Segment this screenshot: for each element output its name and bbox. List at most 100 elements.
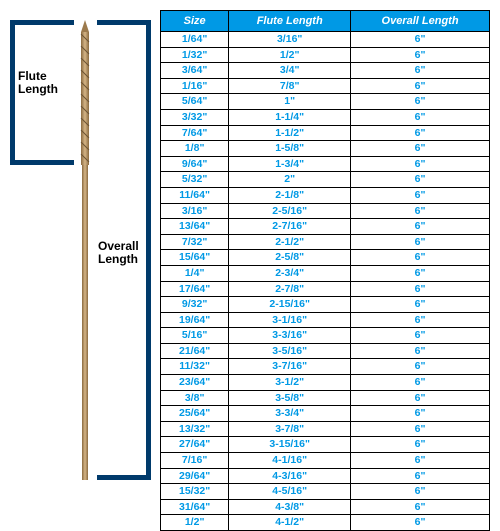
overall-length-label: Overall Length: [98, 240, 139, 266]
col-header-flute: Flute Length: [229, 11, 351, 32]
cell-overall: 6": [351, 265, 490, 281]
flute-label-line2: Length: [18, 82, 58, 96]
cell-flute: 3-3/4": [229, 406, 351, 422]
cell-flute: 1": [229, 94, 351, 110]
cell-overall: 6": [351, 499, 490, 515]
cell-flute: 2-1/2": [229, 234, 351, 250]
cell-flute: 3-15/16": [229, 437, 351, 453]
cell-flute: 3-7/8": [229, 421, 351, 437]
flute-length-label: Flute Length: [18, 70, 58, 96]
cell-size: 15/64": [161, 250, 229, 266]
table-row: 7/32"2-1/2"6": [161, 234, 490, 250]
table-row: 13/64"2-7/16"6": [161, 219, 490, 235]
cell-size: 1/2": [161, 515, 229, 531]
table-row: 9/32"2-15/16"6": [161, 297, 490, 313]
cell-overall: 6": [351, 484, 490, 500]
cell-overall: 6": [351, 141, 490, 157]
cell-overall: 6": [351, 187, 490, 203]
cell-flute: 4-3/16": [229, 468, 351, 484]
cell-size: 13/64": [161, 219, 229, 235]
cell-overall: 6": [351, 515, 490, 531]
cell-size: 7/64": [161, 125, 229, 141]
table-row: 7/16"4-1/16"6": [161, 453, 490, 469]
cell-flute: 1/2": [229, 47, 351, 63]
table-row: 5/32"2"6": [161, 172, 490, 188]
cell-flute: 2-3/4": [229, 265, 351, 281]
spec-table: Size Flute Length Overall Length 1/64"3/…: [160, 10, 490, 531]
cell-size: 5/16": [161, 328, 229, 344]
cell-size: 1/16": [161, 78, 229, 94]
table-row: 15/32"4-5/16"6": [161, 484, 490, 500]
table-row: 9/64"1-3/4"6": [161, 156, 490, 172]
cell-size: 15/32": [161, 484, 229, 500]
table-row: 1/8"1-5/8"6": [161, 141, 490, 157]
drill-diagram: Flute Length Overall Length: [0, 0, 160, 500]
cell-size: 21/64": [161, 343, 229, 359]
overall-label-line1: Overall: [98, 239, 139, 253]
cell-flute: 3-5/8": [229, 390, 351, 406]
cell-flute: 3-5/16": [229, 343, 351, 359]
cell-overall: 6": [351, 125, 490, 141]
cell-size: 11/32": [161, 359, 229, 375]
col-header-size: Size: [161, 11, 229, 32]
cell-size: 13/32": [161, 421, 229, 437]
cell-overall: 6": [351, 375, 490, 391]
cell-overall: 6": [351, 109, 490, 125]
table-row: 5/16"3-3/16"6": [161, 328, 490, 344]
cell-flute: 2-5/8": [229, 250, 351, 266]
cell-overall: 6": [351, 250, 490, 266]
cell-flute: 2-1/8": [229, 187, 351, 203]
cell-flute: 3-3/16": [229, 328, 351, 344]
table-row: 1/2"4-1/2"6": [161, 515, 490, 531]
cell-size: 3/16": [161, 203, 229, 219]
cell-flute: 1-1/2": [229, 125, 351, 141]
cell-flute: 3/16": [229, 32, 351, 48]
cell-size: 7/32": [161, 234, 229, 250]
table-row: 3/8"3-5/8"6": [161, 390, 490, 406]
cell-size: 1/4": [161, 265, 229, 281]
table-header: Size Flute Length Overall Length: [161, 11, 490, 32]
cell-overall: 6": [351, 406, 490, 422]
table-row: 3/64"3/4"6": [161, 63, 490, 79]
table-row: 13/32"3-7/8"6": [161, 421, 490, 437]
cell-overall: 6": [351, 421, 490, 437]
cell-overall: 6": [351, 234, 490, 250]
table-row: 1/16"7/8"6": [161, 78, 490, 94]
table-row: 15/64"2-5/8"6": [161, 250, 490, 266]
cell-flute: 4-5/16": [229, 484, 351, 500]
cell-overall: 6": [351, 328, 490, 344]
cell-size: 3/8": [161, 390, 229, 406]
cell-overall: 6": [351, 437, 490, 453]
cell-overall: 6": [351, 453, 490, 469]
cell-size: 25/64": [161, 406, 229, 422]
cell-overall: 6": [351, 390, 490, 406]
cell-size: 9/32": [161, 297, 229, 313]
table-body: 1/64"3/16"6"1/32"1/2"6"3/64"3/4"6"1/16"7…: [161, 32, 490, 531]
cell-flute: 2": [229, 172, 351, 188]
cell-flute: 4-1/2": [229, 515, 351, 531]
overall-label-line2: Length: [98, 252, 138, 266]
cell-size: 11/64": [161, 187, 229, 203]
cell-size: 17/64": [161, 281, 229, 297]
table-row: 5/64"1"6": [161, 94, 490, 110]
cell-overall: 6": [351, 359, 490, 375]
table-row: 27/64"3-15/16"6": [161, 437, 490, 453]
cell-flute: 3-1/16": [229, 312, 351, 328]
table-row: 1/4"2-3/4"6": [161, 265, 490, 281]
cell-size: 27/64": [161, 437, 229, 453]
cell-size: 19/64": [161, 312, 229, 328]
cell-size: 3/32": [161, 109, 229, 125]
cell-flute: 3-1/2": [229, 375, 351, 391]
cell-overall: 6": [351, 297, 490, 313]
cell-overall: 6": [351, 94, 490, 110]
cell-flute: 2-7/16": [229, 219, 351, 235]
cell-size: 9/64": [161, 156, 229, 172]
cell-flute: 2-5/16": [229, 203, 351, 219]
table-row: 25/64"3-3/4"6": [161, 406, 490, 422]
cell-overall: 6": [351, 203, 490, 219]
table-row: 3/16"2-5/16"6": [161, 203, 490, 219]
table-row: 19/64"3-1/16"6": [161, 312, 490, 328]
table-row: 17/64"2-7/8"6": [161, 281, 490, 297]
table-row: 3/32"1-1/4"6": [161, 109, 490, 125]
table-row: 29/64"4-3/16"6": [161, 468, 490, 484]
